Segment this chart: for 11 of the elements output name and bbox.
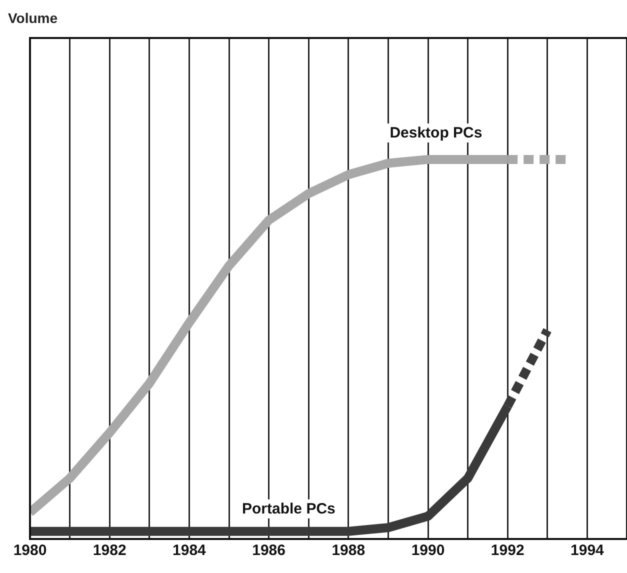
x-tick-label: 1990 (411, 542, 445, 560)
series-label: Desktop PCs (390, 124, 482, 142)
x-tick-label: 1986 (252, 542, 286, 560)
x-tick-label: 1994 (570, 542, 605, 560)
x-tick-label: 1992 (490, 542, 524, 560)
text: Volume (8, 10, 58, 26)
x-tick-label: 1988 (332, 542, 366, 560)
x-tick-label: 1984 (172, 542, 207, 560)
x-tick-label: 1982 (92, 542, 126, 560)
x-tick-label: 1980 (13, 542, 47, 560)
series-label: Portable PCs (242, 500, 336, 518)
